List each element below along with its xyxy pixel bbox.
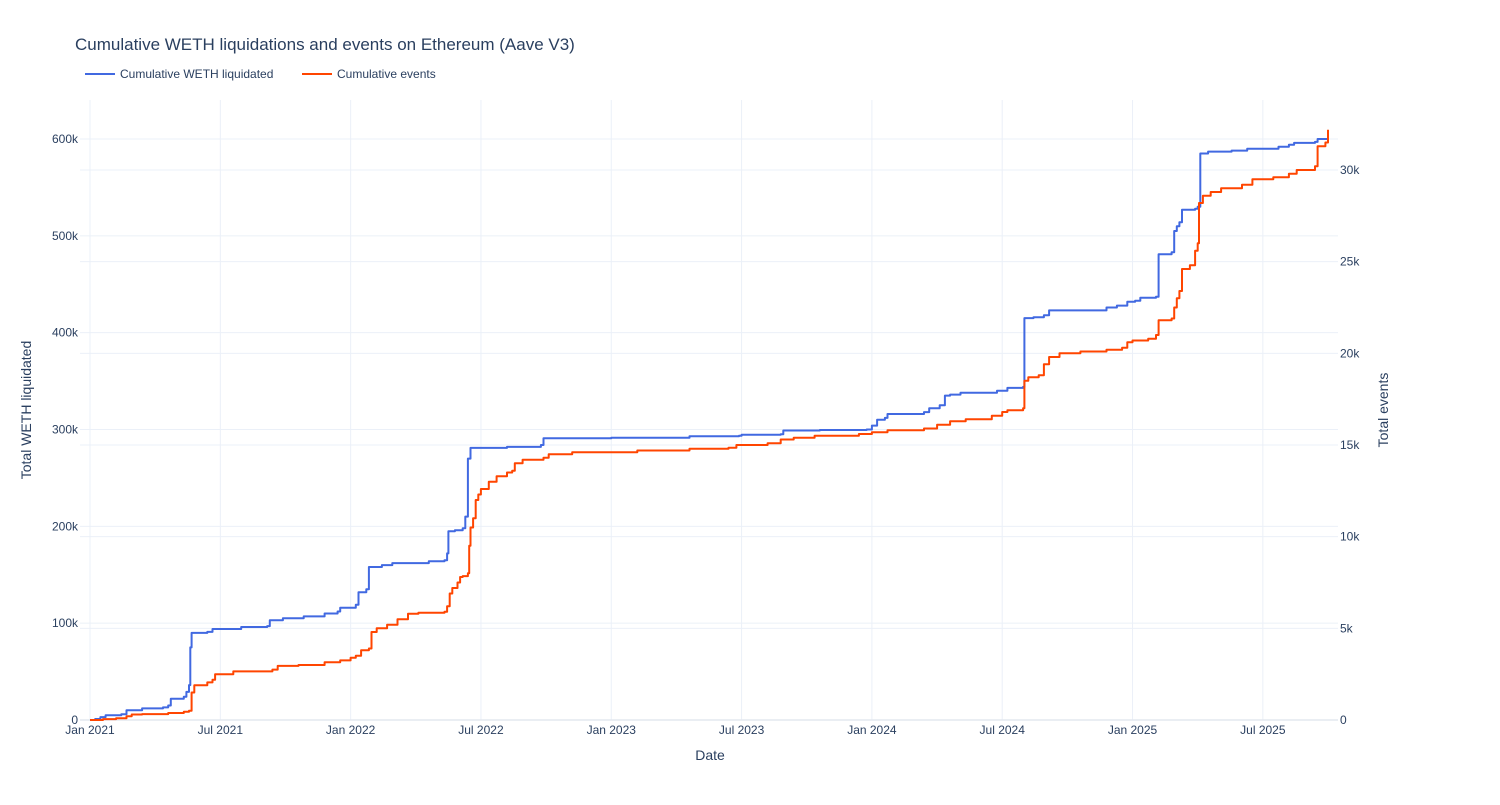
x-tick-label: Jul 2021	[198, 723, 244, 737]
y-right-tick-label: 5k	[1340, 621, 1354, 635]
y-axis-left-label: Total WETH liquidated	[18, 341, 34, 480]
y-right-tick-label: 20k	[1340, 346, 1360, 360]
y-right-tick-label: 25k	[1340, 255, 1360, 269]
series-line-weth-liquidated	[90, 136, 1329, 721]
y-axis-right-label: Total events	[1375, 373, 1391, 448]
x-axis-label: Date	[695, 747, 725, 763]
x-tick-label: Jan 2024	[847, 723, 897, 737]
series-line-events	[90, 129, 1329, 721]
x-tick-label: Jul 2025	[1240, 723, 1286, 737]
y-right-tick-label: 10k	[1340, 530, 1360, 544]
gridlines	[80, 100, 1338, 721]
y-left-tick-label: 500k	[52, 229, 79, 243]
y-left-tick-label: 400k	[52, 326, 79, 340]
x-tick-label: Jul 2024	[980, 723, 1026, 737]
x-tick-label: Jan 2023	[587, 723, 637, 737]
legend-label-weth: Cumulative WETH liquidated	[120, 67, 273, 81]
x-tick-label: Jan 2022	[326, 723, 376, 737]
x-tick-label: Jul 2023	[719, 723, 765, 737]
x-tick-label: Jan 2021	[65, 723, 115, 737]
y-left-tick-label: 200k	[52, 519, 79, 533]
y-left-tick-label: 0	[71, 713, 78, 727]
axes: Jan 2021 Jul 2021 Jan 2022 Jul 2022 Jan 2023…	[52, 132, 1360, 737]
x-tick-label: Jan 2025	[1108, 723, 1158, 737]
legend: Cumulative WETH liquidated Cumulative ev…	[85, 67, 436, 81]
y-left-tick-label: 300k	[52, 423, 79, 437]
legend-label-events: Cumulative events	[337, 67, 436, 81]
y-right-tick-label: 15k	[1340, 438, 1360, 452]
y-left-tick-label: 100k	[52, 616, 79, 630]
chart-title: Cumulative WETH liquidations and events …	[75, 35, 575, 54]
y-right-tick-label: 0	[1340, 713, 1347, 727]
y-right-tick-label: 30k	[1340, 163, 1360, 177]
y-left-tick-label: 600k	[52, 132, 79, 146]
series-lines	[90, 129, 1329, 721]
x-tick-label: Jul 2022	[458, 723, 504, 737]
